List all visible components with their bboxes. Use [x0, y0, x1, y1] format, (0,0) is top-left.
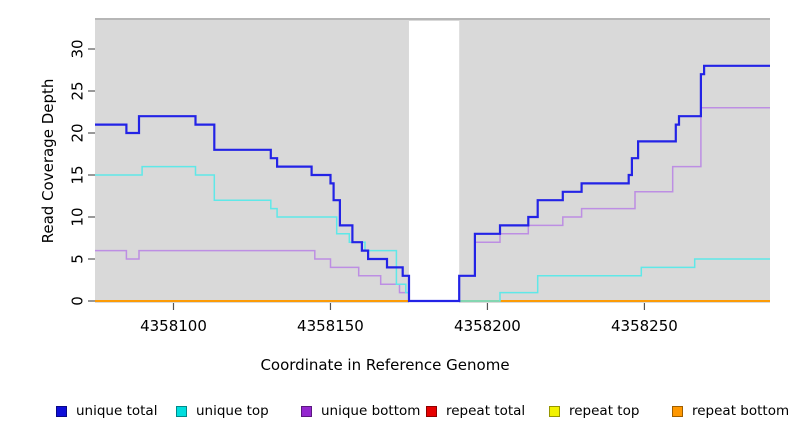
unique-top-swatch-icon — [176, 405, 187, 417]
y-tick-label: 5 — [69, 254, 87, 264]
x-tick-label: 4358100 — [140, 317, 207, 335]
repeat-top-swatch-icon — [549, 405, 560, 417]
legend-label: unique bottom — [321, 403, 421, 419]
legend-item-repeat-top: repeat top — [549, 400, 639, 422]
series-line-unique-top — [95, 165, 770, 302]
y-tick-label: 25 — [69, 81, 87, 100]
legend-label: unique total — [76, 403, 158, 419]
y-tick-label: 20 — [69, 123, 87, 142]
chart-legend: unique total unique top unique bottom re… — [0, 400, 792, 422]
y-axis-title: Read Coverage Depth — [39, 78, 57, 244]
x-axis-title: Coordinate in Reference Genome — [260, 356, 510, 374]
repeat-total-swatch-icon — [426, 405, 437, 417]
no-data-gap-band — [408, 21, 460, 303]
legend-item-unique-bottom: unique bottom — [301, 400, 420, 422]
legend-label: repeat top — [569, 403, 640, 419]
x-tick-label: 4358250 — [611, 317, 678, 335]
y-tick-label: 15 — [69, 165, 87, 184]
y-tick-label: 10 — [69, 207, 87, 226]
repeat-bottom-swatch-icon — [672, 405, 683, 417]
x-tick-label: 4358200 — [454, 317, 521, 335]
x-tick-label: 4358150 — [297, 317, 364, 335]
unique-bottom-swatch-icon — [301, 405, 312, 417]
legend-label: repeat total — [446, 403, 526, 419]
series-line-unique-total — [95, 64, 770, 303]
legend-item-repeat-bottom: repeat bottom — [672, 400, 789, 422]
unique-total-swatch-icon — [56, 405, 67, 417]
y-tick-label: 0 — [69, 296, 87, 306]
legend-item-unique-total: unique total — [56, 400, 157, 422]
legend-label: unique top — [196, 403, 269, 419]
y-tick-label: 30 — [69, 39, 87, 58]
legend-item-unique-top: unique top — [176, 400, 269, 422]
legend-item-repeat-total: repeat total — [426, 400, 525, 422]
legend-label: repeat bottom — [692, 403, 790, 419]
